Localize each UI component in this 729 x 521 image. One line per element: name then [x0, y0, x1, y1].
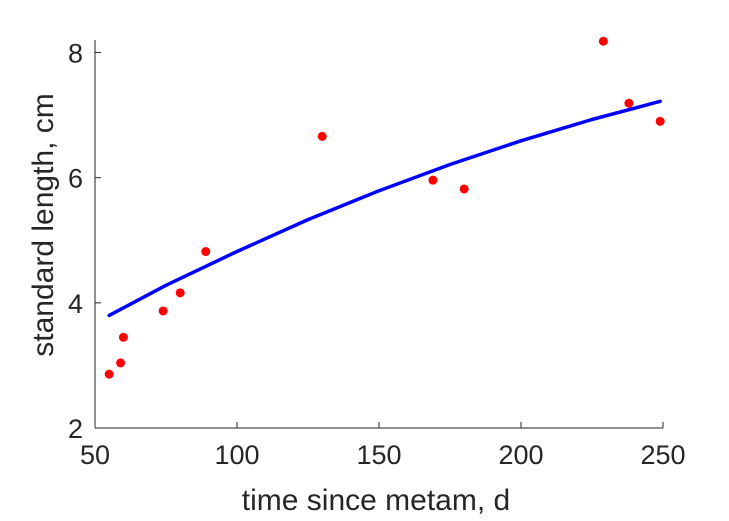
x-tick-label: 50 [80, 440, 110, 470]
x-axis-label: time since metam, d [242, 484, 510, 517]
data-point [158, 306, 168, 316]
x-tick-label: 250 [640, 440, 685, 470]
ticks-layer: 50 100 150 200 250 2 4 6 8 [68, 39, 686, 470]
y-tick-label: 4 [68, 289, 83, 319]
data-point [317, 131, 327, 141]
data-point [175, 288, 185, 298]
data-point [104, 369, 114, 379]
data-point [201, 247, 211, 257]
data-points-layer [104, 36, 665, 379]
y-tick-label: 6 [68, 164, 83, 194]
data-point [459, 184, 469, 194]
data-point [598, 36, 608, 46]
data-point [655, 116, 665, 126]
data-point [428, 175, 438, 185]
y-axis-label: standard length, cm [27, 93, 60, 356]
axes-box [94, 40, 663, 429]
fit-curve [107, 99, 662, 318]
data-point [624, 98, 634, 108]
y-tick-label: 8 [68, 39, 83, 69]
x-tick-label: 150 [356, 440, 401, 470]
x-tick-label: 100 [214, 440, 259, 470]
data-point [118, 332, 128, 342]
x-tick-label: 200 [498, 440, 543, 470]
fit-curve-layer [107, 99, 662, 318]
y-tick-label: 2 [68, 414, 83, 444]
data-point [116, 358, 126, 368]
